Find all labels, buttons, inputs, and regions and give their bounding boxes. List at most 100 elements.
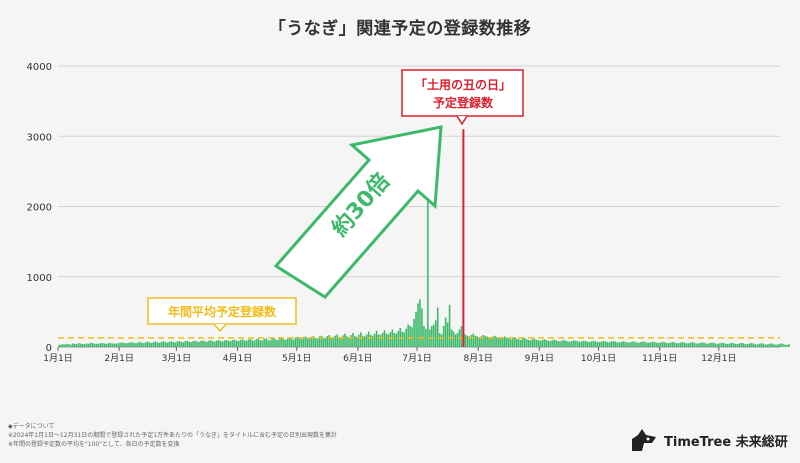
bar xyxy=(610,341,613,347)
bar xyxy=(547,340,549,347)
bar xyxy=(468,336,471,347)
bar xyxy=(342,335,344,347)
bar xyxy=(651,341,654,347)
bar xyxy=(221,341,224,347)
bar xyxy=(738,343,741,347)
bar xyxy=(527,339,530,347)
bar xyxy=(529,340,532,347)
bar xyxy=(152,342,155,347)
bar xyxy=(728,343,731,347)
average-label-text: 年間平均予定登録数 xyxy=(168,304,277,319)
bar xyxy=(111,343,114,347)
bar xyxy=(766,344,768,347)
bar xyxy=(413,318,415,347)
bar xyxy=(764,344,766,347)
bar xyxy=(336,334,338,347)
bar xyxy=(243,340,246,347)
bar xyxy=(170,341,173,347)
footer-note-2: ※年間の登録予定数の平均を"100"として、各日の予定数を変換 xyxy=(8,441,180,448)
bar xyxy=(182,342,185,347)
bar xyxy=(255,339,258,347)
bar xyxy=(782,343,784,347)
bar xyxy=(77,343,80,347)
bar xyxy=(225,339,228,347)
bar xyxy=(292,339,295,347)
bar xyxy=(636,342,638,347)
bar xyxy=(442,325,445,347)
bar xyxy=(701,342,703,347)
bar xyxy=(626,342,628,347)
bar xyxy=(285,339,287,347)
bar xyxy=(103,343,106,347)
bar xyxy=(752,343,755,347)
bar xyxy=(650,342,652,347)
bar xyxy=(385,333,388,347)
bar xyxy=(653,342,656,347)
bar xyxy=(379,335,382,347)
bar xyxy=(602,341,605,347)
bar xyxy=(356,336,358,347)
bar xyxy=(734,343,737,347)
bar xyxy=(279,338,281,347)
bar xyxy=(227,340,230,347)
bar xyxy=(172,342,175,347)
bar xyxy=(223,340,226,347)
bar xyxy=(143,343,145,347)
bar xyxy=(60,344,62,347)
bar xyxy=(732,343,735,347)
timetree-logo-icon xyxy=(632,429,656,451)
bar xyxy=(328,335,331,347)
bar xyxy=(417,303,419,347)
bar xyxy=(490,337,492,347)
bar xyxy=(160,341,163,347)
bar xyxy=(646,342,648,347)
bar xyxy=(776,344,778,347)
bar xyxy=(79,343,82,347)
bar xyxy=(259,340,261,347)
bar xyxy=(235,340,238,347)
bar xyxy=(730,342,733,347)
bar xyxy=(632,341,634,347)
bar xyxy=(535,339,538,347)
bar xyxy=(423,325,425,347)
bar xyxy=(614,341,617,347)
x-tick-label: 5月1日 xyxy=(282,353,311,364)
bar xyxy=(73,343,76,347)
x-tick-label: 1月1日 xyxy=(43,353,72,364)
bar xyxy=(754,344,757,347)
bar xyxy=(620,341,622,347)
x-tick-label: 12月1日 xyxy=(701,353,736,364)
x-tick-label: 2月1日 xyxy=(104,353,133,364)
bar xyxy=(778,344,780,347)
bar xyxy=(667,343,670,347)
bar xyxy=(75,344,78,347)
bar xyxy=(586,341,589,347)
bar xyxy=(750,343,753,347)
bar xyxy=(64,344,66,347)
bar xyxy=(474,335,477,347)
bar xyxy=(703,342,705,347)
bar xyxy=(502,337,504,347)
bar xyxy=(671,341,674,347)
bar xyxy=(492,336,494,347)
bar xyxy=(334,335,336,347)
bar xyxy=(314,337,317,347)
bar xyxy=(210,340,212,347)
bar xyxy=(192,341,194,347)
bar xyxy=(600,341,603,347)
bar xyxy=(707,343,709,347)
bar xyxy=(486,336,488,347)
bar xyxy=(354,336,356,347)
bar xyxy=(360,332,362,347)
bar xyxy=(316,338,319,347)
bar xyxy=(655,342,658,347)
bar xyxy=(427,129,429,347)
bar xyxy=(543,339,546,347)
bar xyxy=(675,343,678,347)
bar xyxy=(679,342,682,347)
bar xyxy=(265,338,267,347)
bar xyxy=(275,339,277,347)
bar xyxy=(578,341,581,347)
bar xyxy=(162,341,165,347)
bar xyxy=(772,343,774,347)
